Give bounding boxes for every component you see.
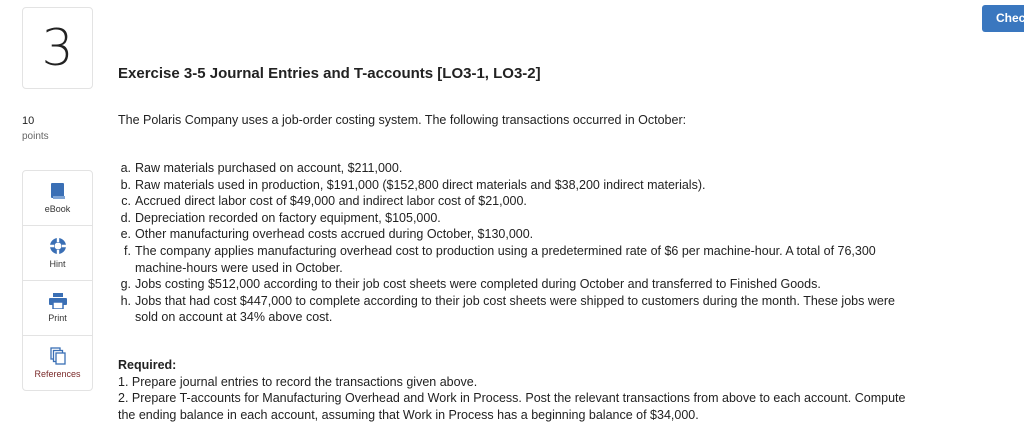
list-item: g. Jobs costing $512,000 according to the… — [120, 277, 821, 292]
references-button[interactable]: References — [23, 336, 92, 390]
list-item: h. Jobs that had cost $447,000 to complet… — [120, 293, 895, 325]
question-number: 3 — [22, 7, 93, 89]
check-button[interactable]: Chec — [982, 5, 1024, 32]
copy-icon — [49, 347, 66, 365]
exercise-title: Exercise 3-5 Journal Entries and T-accou… — [118, 65, 541, 82]
points-label: points — [22, 131, 49, 142]
list-item: a. Raw materials purchased on account, $2… — [120, 161, 403, 175]
print-button[interactable]: Print — [23, 281, 92, 336]
book-icon — [50, 183, 65, 199]
list-item: f. The company applies manufacturing over… — [124, 243, 876, 275]
transactions-list: a. Raw materials purchased on account, $2… — [120, 160, 940, 326]
ebook-label: eBook — [44, 204, 71, 214]
list-item: d. Depreciation recorded on factory equip… — [120, 210, 441, 225]
printer-icon — [48, 293, 67, 309]
list-item: b. Raw materials used in production, $191… — [120, 177, 706, 192]
hint-label: Hint — [49, 259, 66, 269]
required-item: 1. Prepare journal entries to record the… — [118, 374, 478, 389]
required-heading: Required: — [118, 358, 177, 372]
points: 10 points — [22, 114, 49, 144]
list-item: e. Other manufacturing overhead costs acc… — [120, 227, 534, 242]
ebook-button[interactable]: eBook — [23, 171, 92, 226]
required-section: Required: 1. Prepare journal entries to … — [118, 357, 948, 423]
references-label: References — [34, 369, 81, 379]
lifebuoy-icon — [49, 238, 66, 254]
list-item: c. Accrued direct labor cost of $49,000 a… — [121, 194, 527, 209]
points-value: 10 — [22, 115, 35, 127]
required-item: 2. Prepare T-accounts for Manufacturing … — [118, 391, 906, 422]
hint-button[interactable]: Hint — [23, 226, 92, 281]
tools-panel: eBook Hint Print References — [22, 170, 93, 391]
problem-intro: The Polaris Company uses a job-order cos… — [118, 113, 687, 127]
print-label: Print — [48, 313, 67, 323]
